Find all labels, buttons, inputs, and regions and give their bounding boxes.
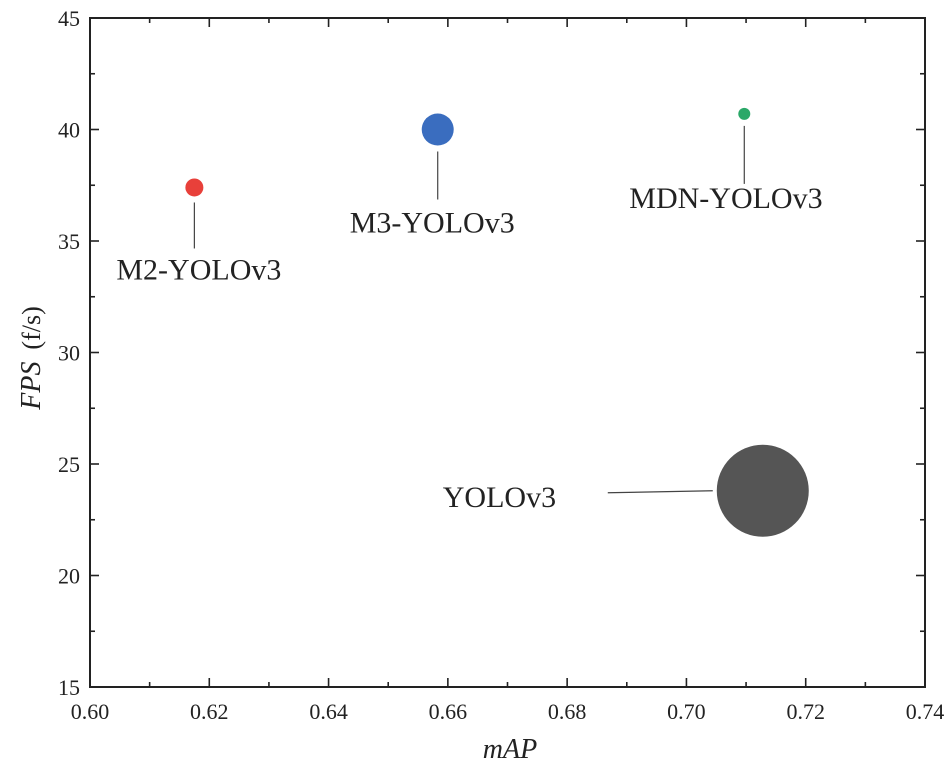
y-tick-label: 25 — [58, 452, 80, 477]
data-points — [185, 107, 809, 537]
y-axis-title: FPS — [16, 362, 47, 411]
ticks: 0.60 0.62 0.64 0.66 0.68 0.70 0.72 0.74 15 20 25 30… — [58, 6, 944, 724]
x-tick-label: 0.62 — [190, 699, 229, 724]
plot-frame — [89, 17, 926, 688]
x-tick-label: 0.68 — [548, 699, 587, 724]
data-point — [716, 444, 809, 537]
point-label: MDN-YOLOv3 — [629, 182, 822, 215]
y-tick-label: 15 — [58, 675, 80, 700]
data-point — [738, 107, 751, 120]
point-labels: M2-YOLOv3 M3-YOLOv3 MDN-YOLOv3 YOLOv3 — [116, 125, 823, 514]
x-tick-label: 0.64 — [309, 699, 348, 724]
y-tick-label: 35 — [58, 229, 80, 254]
data-point — [185, 178, 204, 197]
x-tick-label: 0.70 — [667, 699, 706, 724]
axes — [89, 17, 926, 688]
y-tick-label: 45 — [58, 6, 80, 31]
data-point — [421, 113, 454, 146]
x-axis-title: mAP — [483, 734, 537, 765]
x-tick-label: 0.72 — [786, 699, 825, 724]
y-tick-label: 20 — [58, 564, 80, 589]
point-label: M2-YOLOv3 — [116, 253, 281, 286]
y-tick-label: 30 — [58, 341, 80, 366]
point-label: YOLOv3 — [443, 481, 556, 514]
x-tick-label: 0.60 — [71, 699, 110, 724]
point-label: M3-YOLOv3 — [350, 207, 515, 240]
y-axis-unit: (f/s) — [17, 306, 46, 349]
x-tick-label: 0.74 — [906, 699, 945, 724]
y-axis-title-group: FPS (f/s) — [16, 306, 47, 411]
leader-line — [607, 490, 713, 494]
y-tick-label: 40 — [58, 118, 80, 143]
x-tick-label: 0.66 — [429, 699, 468, 724]
